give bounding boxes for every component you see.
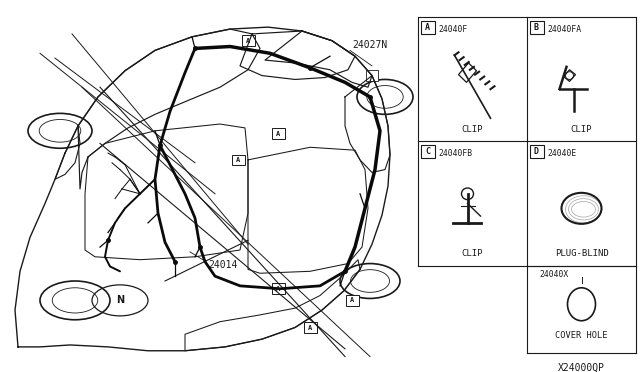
Text: D: D	[534, 147, 539, 156]
FancyBboxPatch shape	[303, 322, 317, 333]
Text: A: A	[276, 131, 280, 137]
Text: A: A	[425, 23, 430, 32]
Text: N: N	[116, 295, 124, 305]
Text: 24040FB: 24040FB	[438, 149, 472, 158]
Text: A: A	[236, 157, 240, 163]
Text: COVER HOLE: COVER HOLE	[556, 331, 608, 340]
Text: A: A	[350, 297, 354, 304]
FancyBboxPatch shape	[529, 21, 543, 34]
FancyBboxPatch shape	[420, 145, 435, 158]
FancyBboxPatch shape	[366, 70, 378, 81]
Text: A: A	[276, 286, 280, 292]
Text: A: A	[308, 324, 312, 330]
Text: 24027N: 24027N	[352, 41, 387, 50]
Text: 24040E: 24040E	[547, 149, 576, 158]
FancyBboxPatch shape	[241, 35, 255, 46]
Text: X24000QP: X24000QP	[558, 362, 605, 372]
Text: 24040X: 24040X	[539, 270, 568, 279]
Text: PLUG-BLIND: PLUG-BLIND	[555, 249, 609, 258]
Text: C: C	[425, 147, 430, 156]
FancyBboxPatch shape	[420, 21, 435, 34]
Text: 24040F: 24040F	[438, 25, 467, 34]
FancyBboxPatch shape	[346, 295, 358, 306]
FancyBboxPatch shape	[232, 154, 244, 165]
Text: 24014: 24014	[208, 260, 237, 270]
Text: A: A	[246, 38, 250, 44]
Text: CLIP: CLIP	[571, 125, 592, 134]
FancyBboxPatch shape	[271, 128, 285, 139]
Text: CLIP: CLIP	[461, 125, 483, 134]
Text: CLIP: CLIP	[461, 249, 483, 258]
Text: 24040FA: 24040FA	[547, 25, 581, 34]
Text: B: B	[534, 23, 539, 32]
FancyBboxPatch shape	[529, 145, 543, 158]
FancyBboxPatch shape	[271, 283, 285, 294]
